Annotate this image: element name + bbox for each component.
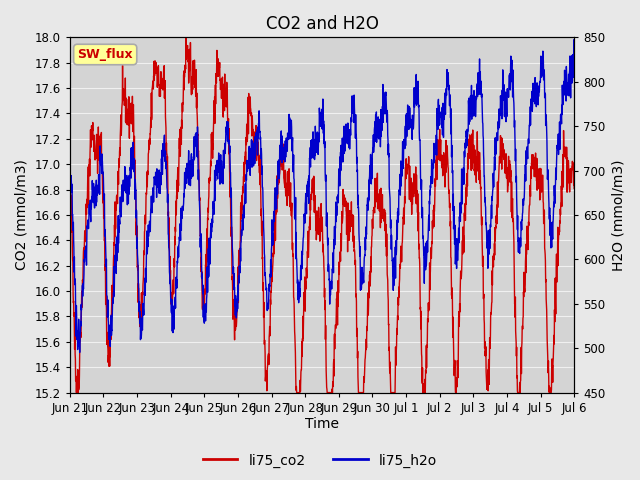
Y-axis label: H2O (mmol/m3): H2O (mmol/m3) — [611, 159, 625, 271]
Y-axis label: CO2 (mmol/m3): CO2 (mmol/m3) — [15, 159, 29, 270]
Text: SW_flux: SW_flux — [77, 48, 133, 61]
Legend: li75_co2, li75_h2o: li75_co2, li75_h2o — [197, 448, 443, 473]
X-axis label: Time: Time — [305, 418, 339, 432]
Title: CO2 and H2O: CO2 and H2O — [266, 15, 378, 33]
